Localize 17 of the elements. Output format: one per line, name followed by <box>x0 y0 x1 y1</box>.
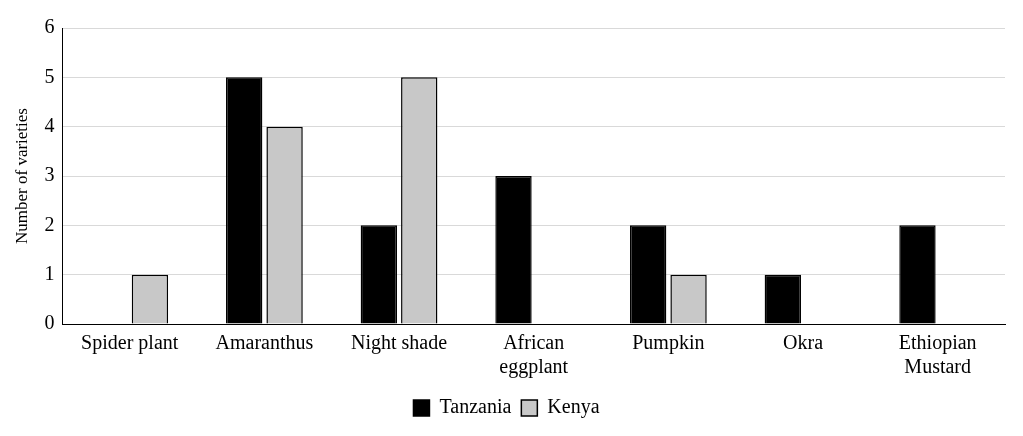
y-tick-label: 6 <box>44 15 55 38</box>
x-tick-label: Spider plant <box>81 331 179 355</box>
y-tick-label: 3 <box>44 163 55 186</box>
x-tick-label: Ethiopian Mustard <box>898 331 977 378</box>
y-tick-label: 1 <box>44 261 55 284</box>
legend-label: Kenya <box>547 395 600 419</box>
y-tick-label: 2 <box>44 212 55 235</box>
x-tick-label: Okra <box>783 331 824 354</box>
y-tick-label: 4 <box>44 113 55 136</box>
y-axis-title: Number of varieties <box>11 108 31 244</box>
legend-label: Tanzania <box>439 395 512 418</box>
x-tick-label: Night shade <box>351 331 448 355</box>
y-tick-label: 5 <box>44 64 55 87</box>
x-tick-label: Pumpkin <box>632 331 705 355</box>
y-tick-label: 0 <box>44 311 55 334</box>
x-tick-label: Amaranthus <box>215 331 314 354</box>
x-tick-label: African eggplant <box>499 331 569 379</box>
